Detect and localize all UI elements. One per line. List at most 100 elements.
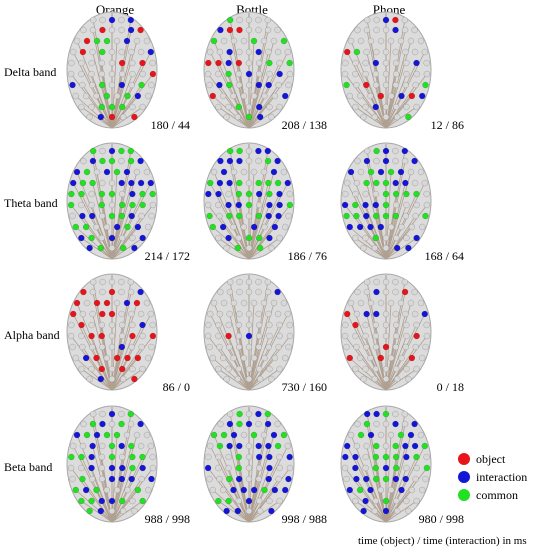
connection-line	[248, 95, 276, 129]
electrode	[423, 190, 430, 198]
electrode-interaction	[271, 486, 279, 494]
electrode-object	[133, 299, 141, 307]
electrode-interaction	[402, 475, 409, 483]
electrode-interaction	[413, 59, 420, 67]
electrode	[103, 223, 111, 231]
electrode-common	[108, 157, 116, 165]
electrode-common	[363, 420, 371, 428]
electrode	[118, 278, 125, 286]
electrode	[133, 37, 141, 45]
electrode-interaction	[204, 464, 212, 472]
electrode	[382, 420, 390, 428]
electrode-common	[118, 201, 126, 209]
electrode	[261, 354, 268, 362]
electrode	[68, 59, 75, 67]
brain-panel-beta-phone: 980 / 998	[326, 404, 466, 530]
electrode	[89, 16, 97, 24]
electrode-interaction	[103, 168, 111, 176]
electrode	[411, 26, 418, 34]
electrode	[284, 310, 292, 318]
electrode-interaction	[108, 234, 116, 242]
electrode-object	[236, 26, 243, 34]
electrode	[103, 354, 111, 362]
brain-panel-delta-orange: 180 / 44	[52, 10, 192, 136]
electrode-interaction	[377, 223, 385, 231]
electrode	[371, 507, 379, 515]
connection-line	[385, 84, 397, 129]
connection-line	[349, 489, 387, 523]
electrode	[353, 310, 361, 318]
electrode	[226, 288, 234, 296]
brain-panel-theta-orange: 214 / 172	[52, 141, 192, 267]
electrode-interaction	[99, 420, 106, 428]
electrode	[423, 201, 431, 209]
electrode	[98, 475, 106, 483]
electrode	[423, 59, 430, 67]
electrode	[210, 168, 218, 176]
electrode-common	[129, 201, 136, 209]
electrode	[266, 332, 273, 340]
electrode	[265, 343, 272, 351]
electrode	[215, 365, 222, 373]
electrode-common	[79, 179, 87, 187]
electrode-common	[83, 431, 91, 439]
electrode-common	[343, 81, 350, 89]
electrode	[245, 288, 253, 296]
electrode	[392, 332, 400, 340]
electrode	[98, 212, 106, 220]
connection-line	[375, 368, 387, 391]
electrode-interaction	[79, 212, 86, 220]
electrode	[245, 442, 253, 450]
connection-line	[356, 478, 387, 523]
electrode	[285, 343, 292, 351]
electrode-interaction	[377, 168, 385, 176]
connection-line	[248, 478, 279, 523]
electrode-common	[118, 420, 125, 428]
brain-topomap	[340, 142, 432, 260]
electrode	[129, 234, 136, 242]
brain-panel-beta-orange: 988 / 998	[52, 404, 192, 530]
electrode	[275, 343, 282, 351]
electrode	[205, 453, 212, 461]
electrode	[255, 420, 262, 428]
electrode	[256, 507, 264, 515]
connection-line	[385, 478, 416, 523]
electrode-interaction	[402, 179, 409, 187]
electrode	[392, 103, 400, 111]
electrode	[367, 92, 374, 100]
electrode	[255, 59, 263, 67]
connection-line	[101, 368, 113, 391]
electrode	[392, 147, 399, 155]
electrode	[353, 179, 361, 187]
electrode	[128, 48, 135, 56]
electrode-interaction	[127, 26, 135, 34]
electrode	[206, 442, 214, 450]
connection-line	[111, 95, 118, 129]
electrode-common	[353, 48, 361, 56]
electrode	[143, 299, 151, 307]
electrode	[108, 244, 116, 252]
connection-line	[356, 215, 387, 260]
electrode	[382, 310, 390, 318]
electrode	[342, 59, 349, 67]
electrode	[265, 48, 272, 56]
electrode-interaction	[118, 442, 125, 450]
electrode	[226, 410, 234, 418]
electrode	[392, 59, 400, 67]
electrode-object	[98, 365, 106, 373]
electrode	[139, 103, 146, 111]
electrode	[206, 48, 214, 56]
electrode-interaction	[352, 464, 359, 472]
electrode	[245, 103, 253, 111]
electrode	[215, 70, 222, 78]
electrode-interaction	[148, 475, 155, 483]
electrode	[276, 464, 283, 472]
electrode-object	[215, 59, 222, 67]
electrode	[362, 234, 369, 242]
electrode-interaction	[230, 431, 238, 439]
electrode	[230, 37, 238, 45]
electrode	[220, 37, 228, 45]
electrode	[98, 453, 106, 461]
brain-topomap	[66, 405, 158, 523]
time-label: 980 / 998	[418, 512, 464, 526]
